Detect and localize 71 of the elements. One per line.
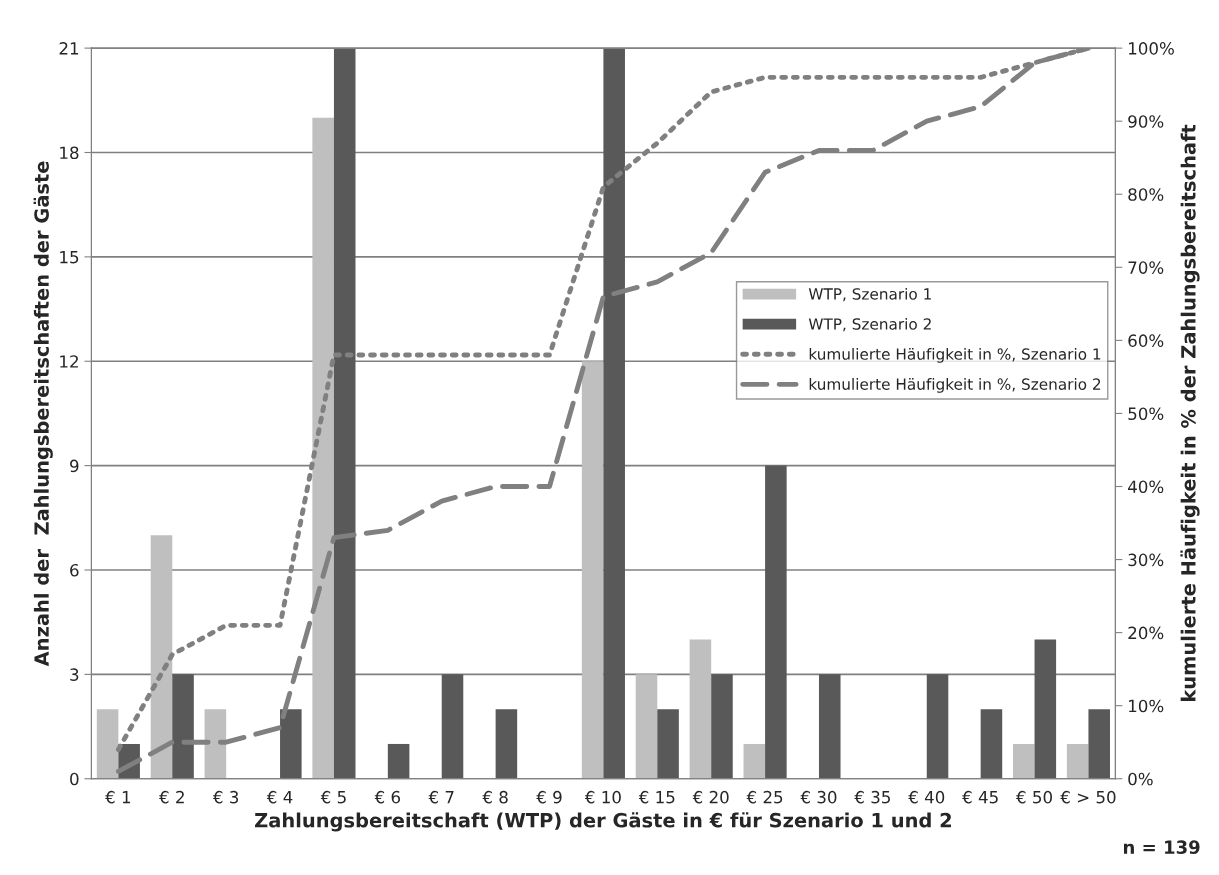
text: n = 139 (1123, 840, 1200, 854)
y-tick-label: 15 (60, 251, 79, 264)
bar (312, 117, 334, 779)
bar (635, 674, 658, 779)
x-tick-label: € 20 (692, 790, 729, 804)
x-tick-label: € 40 (908, 790, 945, 804)
y2-tick-label: 100% (1129, 42, 1174, 55)
legend-label: WTP, Szenario 2 (808, 317, 931, 332)
bar (96, 709, 119, 779)
x-tick-label: € 30 (800, 790, 837, 804)
bar (581, 361, 604, 779)
bar (172, 674, 194, 779)
x-tick-label: € 7 (428, 790, 454, 804)
bar (150, 535, 173, 779)
bar (657, 709, 679, 779)
x-axis-title: Zahlungsbereitschaft (WTP) der Gäste in € für Szenario 1 und 2 (255, 812, 951, 832)
y-tick-label: 3 (70, 668, 79, 681)
x-tick-label: € 3 (212, 790, 239, 804)
y2-tick-label: 90% (1128, 115, 1164, 128)
bar (495, 709, 518, 779)
bar (441, 674, 464, 779)
bar (743, 743, 766, 779)
bar (204, 709, 227, 779)
bar (711, 674, 733, 779)
bar (333, 48, 356, 779)
x-tick-label: € 50 (1015, 790, 1052, 804)
y-tick-label: 6 (70, 563, 79, 577)
bar (1034, 639, 1057, 779)
bar (689, 639, 712, 779)
y2-tick-label: 40% (1128, 480, 1164, 494)
x-tick-label: € 15 (638, 790, 675, 804)
y2-tick-label: 50% (1128, 407, 1164, 421)
x-tick-label: € 5 (320, 790, 346, 804)
x-tick-label: € > 50 (1060, 790, 1116, 804)
bar (1066, 743, 1089, 779)
bar (387, 743, 410, 779)
x-tick-label: € 1 (105, 790, 131, 804)
bar (280, 709, 302, 779)
x-tick-label: € 45 (962, 790, 998, 804)
y-tick-label: 9 (70, 459, 79, 473)
y-tick-label: 12 (60, 355, 78, 368)
bar (765, 465, 787, 779)
x-tick-label: € 4 (266, 790, 293, 804)
bar (1012, 743, 1035, 779)
y-tick-label: 21 (59, 42, 79, 55)
y2-tick-label: 80% (1128, 188, 1164, 201)
x-tick-label: € 8 (482, 790, 508, 804)
x-tick-label: € 25 (746, 790, 783, 804)
bar (1088, 709, 1110, 779)
y-tick-label: 0 (70, 772, 79, 786)
y2-tick-label: 30% (1128, 553, 1164, 567)
y-axis-title: Anzahl der Zahlungsbereitschaften der Gäste (33, 161, 53, 667)
bar (926, 674, 949, 779)
bar (818, 674, 841, 779)
y-tick-label: 18 (60, 146, 79, 160)
y2-tick-label: 20% (1128, 626, 1164, 640)
y2-tick-label: 10% (1129, 699, 1164, 713)
x-tick-label: € 9 (536, 790, 562, 804)
y2-tick-label: 0% (1128, 772, 1153, 786)
y2-tick-label: 60% (1128, 334, 1164, 347)
y2-axis-title: kumulierte Häufigkeit in % der Zahlungsbereitschaft (1180, 124, 1200, 702)
legend-label: kumulierte Häufigkeit in %, Szenario 2 (809, 378, 1101, 393)
bar (603, 48, 625, 779)
legend-label: WTP, Szenario 1 (808, 287, 931, 302)
bar (980, 709, 1003, 779)
x-tick-label: € 35 (854, 790, 890, 804)
x-tick-label: € 2 (159, 790, 184, 804)
legend-label: kumulierte Häufigkeit in %, Szenario 1 (809, 348, 1101, 363)
y2-tick-label: 70% (1128, 261, 1164, 274)
x-tick-label: € 6 (374, 790, 401, 804)
x-tick-label: € 10 (584, 790, 621, 804)
